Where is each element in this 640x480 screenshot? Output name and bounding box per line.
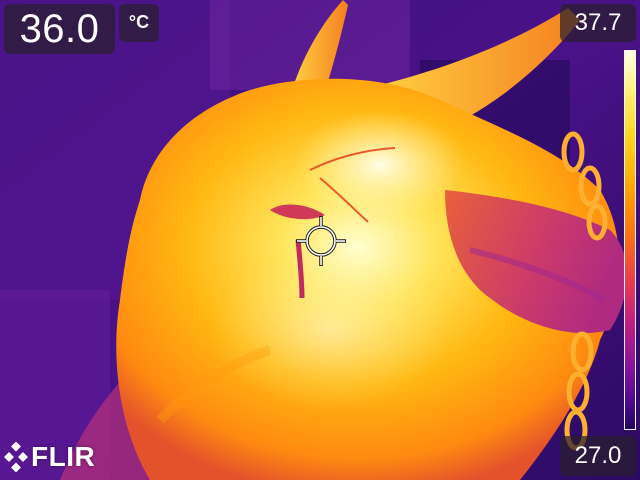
temperature-unit-badge: °C <box>119 4 159 42</box>
spot-meter-crosshair-icon[interactable] <box>296 216 346 266</box>
temperature-color-scale-bar <box>624 50 636 430</box>
flir-logo: FLIR <box>4 441 96 472</box>
spot-temperature-readout: 36.0 <box>4 4 115 54</box>
flir-diamond-logo-icon <box>4 442 28 472</box>
spot-temperature-value: 36.0 <box>19 6 100 51</box>
flir-logo-text: FLIR <box>31 441 96 472</box>
scale-max-readout: 37.7 <box>560 4 636 42</box>
temperature-unit-label: °C <box>128 12 150 32</box>
scale-max-value: 37.7 <box>574 9 622 36</box>
scale-min-value: 27.0 <box>574 442 622 469</box>
scale-min-readout: 27.0 <box>560 436 636 476</box>
